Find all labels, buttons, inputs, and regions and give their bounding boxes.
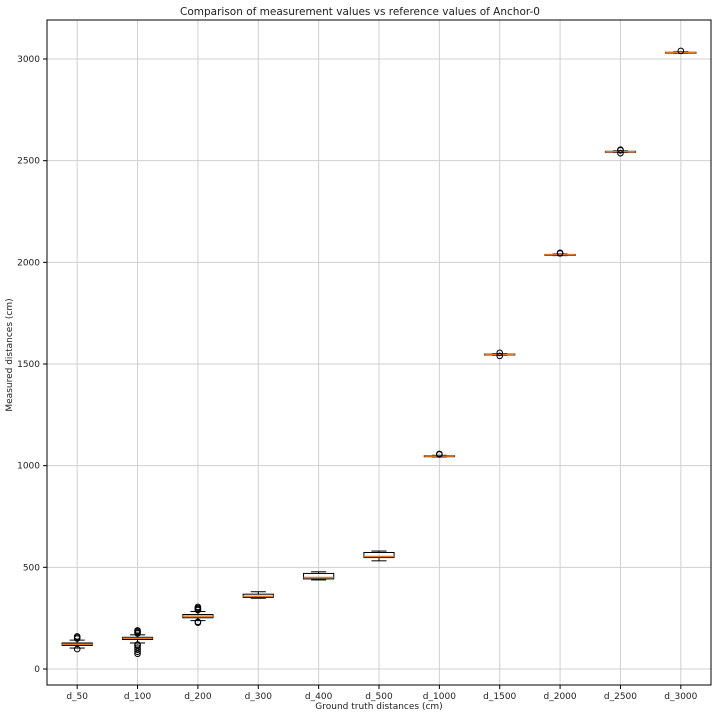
box xyxy=(303,572,335,580)
outlier-point xyxy=(496,352,504,360)
outlier-point xyxy=(194,603,202,611)
x-tick-label: d_2000 xyxy=(544,692,577,702)
x-tick-label: d_1500 xyxy=(483,692,516,702)
outlier-point xyxy=(134,644,141,651)
y-tick-label: 2000 xyxy=(17,258,40,268)
x-tick-label: d_50 xyxy=(66,692,88,702)
outlier-point xyxy=(73,645,81,653)
x-tick-label: d_3000 xyxy=(664,692,697,702)
y-tick-label: 2500 xyxy=(17,157,40,167)
y-tick-label: 500 xyxy=(23,563,40,573)
box xyxy=(363,551,395,559)
outlier-point xyxy=(617,149,624,157)
y-tick-label: 0 xyxy=(34,665,40,675)
outlier-point xyxy=(134,646,141,653)
y-tick-label: 3000 xyxy=(17,55,40,65)
x-tick-label: d_100 xyxy=(124,692,152,702)
outlier-point xyxy=(73,633,81,640)
y-axis-label: Measured distances (cm) xyxy=(5,298,15,412)
x-axis-label: Ground truth distances (cm) xyxy=(315,702,443,712)
outlier-point xyxy=(134,641,141,648)
outlier-point xyxy=(134,627,141,634)
x-tick-label: d_400 xyxy=(305,692,333,702)
outlier-point xyxy=(134,648,141,656)
x-tick-label: d_1000 xyxy=(423,692,456,702)
outlier-point xyxy=(617,146,624,153)
y-tick-label: 1000 xyxy=(17,462,40,472)
x-tick-label: d_300 xyxy=(245,692,273,702)
x-tick-label: d_2500 xyxy=(604,692,637,702)
outlier-point xyxy=(677,47,685,55)
x-tick-label: d_500 xyxy=(365,692,393,702)
outlier-point xyxy=(556,249,564,257)
x-tick-label: d_200 xyxy=(184,692,212,702)
outlier-point xyxy=(436,450,443,458)
outlier-point xyxy=(496,349,504,357)
outlier-point xyxy=(194,618,202,626)
chart-title: Comparison of measurement values vs refe… xyxy=(180,6,540,18)
y-tick-label: 1500 xyxy=(17,360,40,370)
